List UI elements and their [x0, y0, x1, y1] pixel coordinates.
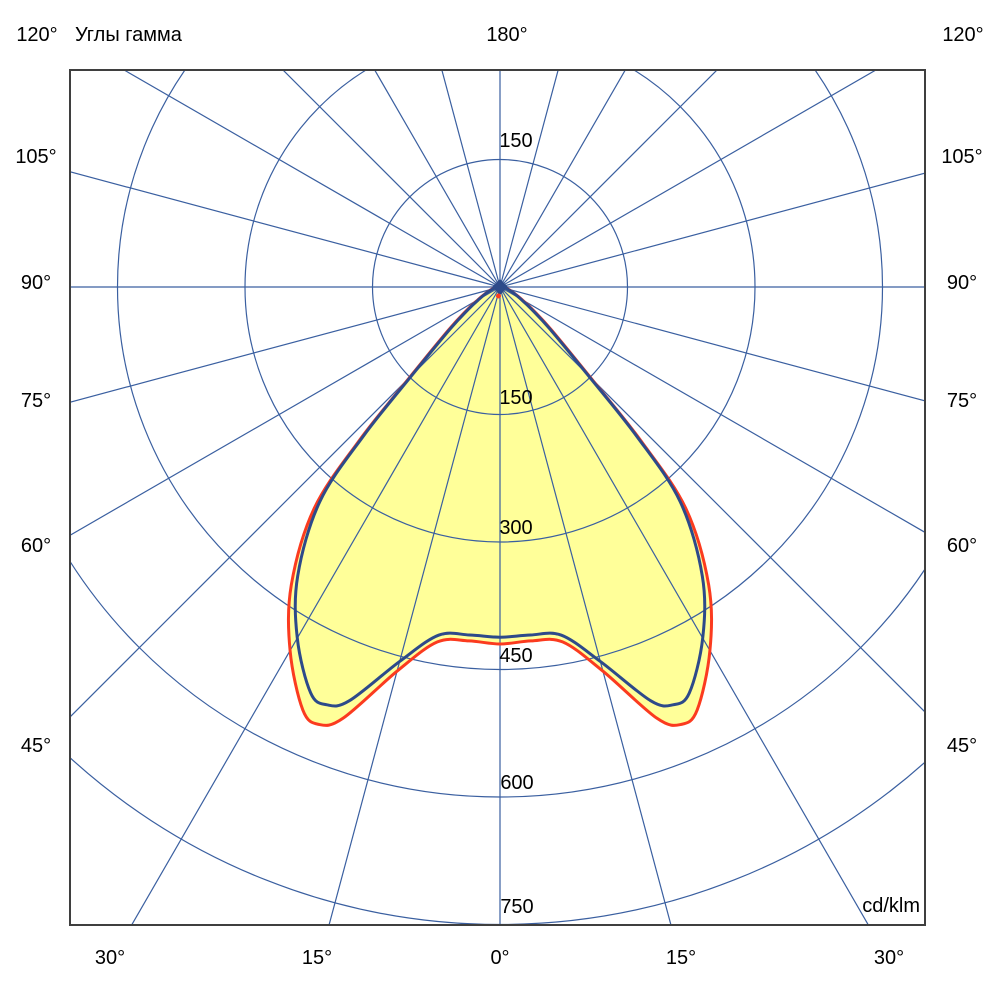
gamma-label-left-3: 60° [20, 535, 52, 557]
gamma-label-bottom-4: 30° [873, 947, 905, 969]
grid-circle [70, 560, 925, 798]
gamma-label-left-4: 45° [20, 735, 52, 757]
radial-tick-label-5: 750 [500, 896, 534, 918]
radial-tick-label-1: 150 [499, 387, 533, 409]
gamma-label-right-0: 105° [941, 146, 983, 168]
grid-ray [328, 286, 501, 925]
unit-label: cd/klm [862, 895, 920, 917]
curve-c90-c270 [293, 285, 707, 708]
grid-ray [499, 286, 925, 534]
gamma-label-bottom-1: 15° [301, 947, 333, 969]
gamma-label-right-2: 75° [946, 390, 978, 412]
grid-ray [130, 286, 501, 925]
grid-ray [499, 70, 718, 288]
pole-marker-dot [496, 293, 501, 299]
gamma-label-bottom-2: 0° [490, 947, 510, 969]
grid-circle [117, 70, 883, 670]
page-title: Углы гамма [75, 24, 182, 46]
grid-ray [499, 70, 559, 288]
radial-tick-label-2: 300 [499, 517, 533, 539]
grid-ray [499, 172, 925, 288]
grid-ray [70, 286, 501, 536]
radial-tick-label-3: 450 [499, 645, 533, 667]
radial-tick-label-0: 150 [499, 130, 533, 152]
grid-ray [499, 70, 626, 288]
grid-ray [122, 70, 501, 288]
gamma-label-left-0: 105° [15, 146, 57, 168]
gamma-label-left-1: 90° [20, 272, 52, 294]
gamma-label-top-0: 120° [16, 24, 58, 46]
grid-ray [282, 70, 501, 288]
plot-border [69, 69, 926, 926]
gamma-label-left-2: 75° [20, 390, 52, 412]
gamma-label-right-1: 90° [946, 272, 978, 294]
grid-ray [499, 286, 925, 402]
grid-ray [499, 286, 672, 925]
grid-ray [374, 70, 501, 288]
grid-ray [441, 70, 501, 288]
grid-ray [499, 286, 925, 713]
grid-ray [70, 171, 501, 288]
gamma-label-bottom-0: 30° [94, 947, 126, 969]
grid-ray [70, 286, 501, 403]
grid-ray [499, 286, 870, 925]
gamma-label-top-2: 120° [942, 24, 984, 46]
pole-marker [492, 279, 508, 295]
gamma-label-bottom-3: 15° [665, 947, 697, 969]
grid-ray [70, 286, 501, 718]
gamma-label-right-4: 45° [946, 735, 978, 757]
gamma-label-top-1: 180° [486, 24, 528, 46]
grid-ray [499, 70, 878, 288]
radial-tick-label-4: 600 [500, 772, 534, 794]
grid-circle [371, 158, 629, 416]
grid-circle [244, 70, 756, 543]
gamma-label-right-3: 60° [946, 535, 978, 557]
